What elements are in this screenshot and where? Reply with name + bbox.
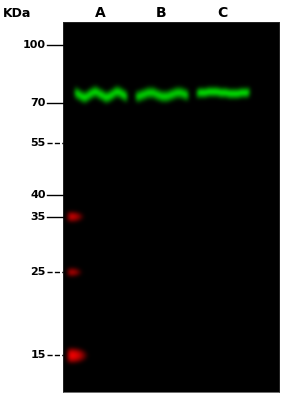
Text: 25: 25: [30, 267, 46, 277]
Text: KDa: KDa: [3, 7, 31, 20]
Text: 55: 55: [30, 138, 46, 148]
Text: A: A: [95, 6, 105, 20]
Text: C: C: [217, 6, 227, 20]
Text: 15: 15: [30, 350, 46, 360]
Text: B: B: [156, 6, 166, 20]
Text: 70: 70: [30, 98, 46, 108]
Text: 35: 35: [30, 212, 46, 222]
Text: 40: 40: [30, 190, 46, 200]
Text: 100: 100: [23, 40, 46, 50]
